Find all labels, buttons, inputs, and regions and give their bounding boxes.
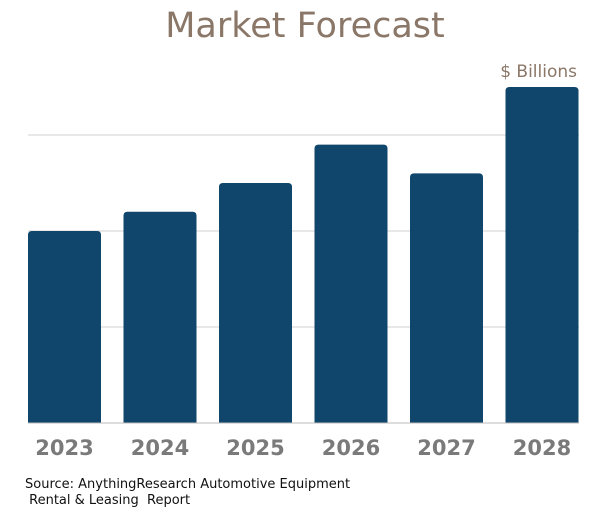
bar-chart: 2023 2024 2025 2026 2027 2028 [28,87,579,460]
source-note: Source: AnythingResearch Automotive Equi… [25,477,350,509]
source-line-2: Rental & Leasing Report [25,493,191,508]
x-tick-label: 2024 [131,436,189,460]
bar-2023 [28,231,101,423]
bar-2027 [410,173,483,423]
unit-label: $ Billions [500,62,577,82]
bar-2026 [314,144,388,423]
bar-2025 [219,183,292,423]
x-tick-label: 2027 [417,436,475,460]
x-tick-label: 2026 [322,436,380,460]
bar-2024 [123,211,197,423]
chart-title: Market Forecast [165,6,445,46]
bar-2028 [505,87,579,423]
source-line-1: Source: AnythingResearch Automotive Equi… [25,477,351,492]
x-tick-label: 2023 [35,436,93,460]
x-tick-label: 2025 [226,436,284,460]
x-tick-label: 2028 [513,436,571,460]
